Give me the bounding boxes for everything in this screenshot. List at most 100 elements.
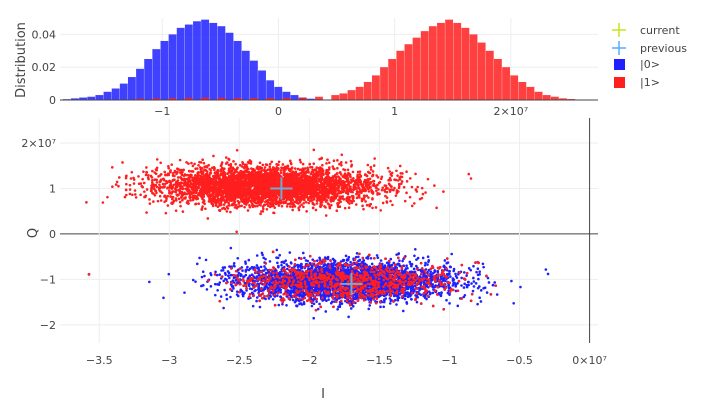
scatter-point-state0 — [462, 295, 466, 299]
histogram-bar-state0[interactable] — [233, 40, 242, 100]
scatter-point-state0 — [213, 282, 217, 286]
histogram-bar-state0[interactable] — [119, 83, 128, 100]
histogram-bar-state0[interactable] — [136, 68, 144, 100]
scatter-point-state0 — [512, 301, 515, 305]
scatter-point-state0 — [205, 288, 209, 291]
histogram-bar-state0[interactable] — [225, 32, 234, 101]
scatter-point-state0 — [337, 305, 340, 309]
histogram-bar-state1[interactable] — [502, 67, 510, 100]
histogram-bar-state0[interactable] — [79, 97, 88, 100]
scatter-point-state0 — [416, 256, 420, 260]
histogram-bar-state0[interactable] — [282, 91, 291, 100]
scatter-point-state0 — [495, 293, 499, 296]
scatter-point-state0 — [449, 275, 452, 278]
histogram-bar-state0[interactable] — [160, 40, 169, 100]
histogram-bar-state1[interactable] — [315, 96, 323, 100]
histogram-bar-state0[interactable] — [184, 24, 193, 101]
scatter-point-state0 — [431, 272, 435, 275]
histogram-bar-state1[interactable] — [388, 59, 397, 100]
histogram-bar-state1[interactable] — [420, 31, 429, 100]
histogram-bar-state0[interactable] — [217, 26, 226, 101]
histogram-bar-state1[interactable] — [136, 98, 144, 100]
histogram-bar-state1[interactable] — [168, 98, 177, 100]
histogram-bar-state1[interactable] — [282, 97, 291, 100]
scatter-point-state0 — [232, 264, 236, 267]
histogram-bar-state1[interactable] — [347, 90, 356, 100]
histogram-bar-state1[interactable] — [298, 97, 307, 100]
scatter-point-state0 — [295, 304, 298, 308]
scatter-point-state0 — [358, 258, 362, 262]
scatter-point-state0 — [366, 257, 370, 260]
histogram-bar-state0[interactable] — [176, 27, 185, 101]
scatter-point-state1 — [396, 174, 399, 177]
histogram-bar-state1[interactable] — [363, 81, 372, 100]
histogram-bar-state0[interactable] — [249, 60, 258, 100]
histogram-bar-state1[interactable] — [469, 34, 478, 100]
scatter-point-state0 — [224, 277, 227, 281]
histogram-bar-state0[interactable] — [168, 34, 177, 100]
scatter-point-state0 — [263, 285, 266, 289]
histogram-bar-state1[interactable] — [152, 98, 161, 100]
histogram-bar-state0[interactable] — [241, 50, 250, 100]
histogram-bar-state1[interactable] — [428, 26, 437, 101]
histogram-bar-state1[interactable] — [477, 42, 486, 100]
scatter-point-state0 — [223, 271, 227, 275]
histogram-bar-state1[interactable] — [559, 98, 567, 100]
histogram-bar-state1[interactable] — [380, 67, 388, 100]
scatter-point-state0 — [255, 254, 259, 257]
histogram-bar-state0[interactable] — [193, 21, 201, 101]
histogram-y-tick-label: 0.04 — [32, 28, 57, 41]
histogram-bar-state1[interactable] — [371, 75, 380, 100]
scatter-point-state0 — [228, 265, 231, 268]
histogram-bar-state1[interactable] — [518, 81, 527, 100]
histogram-bar-state1[interactable] — [201, 97, 210, 100]
histogram-bar-state1[interactable] — [184, 97, 193, 100]
histogram-bar-state0[interactable] — [274, 86, 283, 100]
histogram-bar-state1[interactable] — [485, 50, 494, 100]
histogram-bar-state1[interactable] — [266, 98, 275, 100]
histogram-bar-state0[interactable] — [127, 77, 136, 100]
histogram-bar-state1[interactable] — [461, 27, 470, 101]
histogram-bar-state0[interactable] — [266, 80, 275, 100]
histogram-bar-state1[interactable] — [510, 75, 519, 100]
histogram-bar-state0[interactable] — [87, 96, 96, 100]
histogram-bar-state1[interactable] — [331, 95, 340, 100]
histogram-bar-state1[interactable] — [396, 50, 405, 100]
scatter-point-state0 — [388, 302, 392, 305]
scatter-point-state0 — [198, 256, 201, 260]
histogram-bar-state0[interactable] — [258, 70, 266, 100]
scatter-point-state0 — [413, 254, 416, 258]
histogram-bar-state1[interactable] — [404, 44, 413, 100]
histogram-bar-state0[interactable] — [306, 98, 315, 100]
histogram-bar-state1[interactable] — [526, 86, 535, 100]
histogram-bar-state0[interactable] — [209, 22, 218, 101]
scatter-point-state0 — [481, 262, 485, 266]
histogram-bar-state1[interactable] — [437, 22, 445, 101]
histogram-bar-state1[interactable] — [453, 22, 462, 101]
histogram-bar-state1[interactable] — [233, 98, 242, 100]
histogram-bar-state1[interactable] — [249, 98, 258, 100]
scatter-point-state0 — [429, 292, 432, 295]
histogram-bar-state0[interactable] — [95, 95, 104, 100]
scatter-point-state1 — [314, 208, 318, 212]
scatter-point-state0 — [367, 298, 370, 301]
histogram-bar-state1[interactable] — [494, 59, 502, 100]
scatter-point-state0 — [396, 299, 400, 302]
histogram-bar-state0[interactable] — [201, 19, 210, 100]
histogram-bar-state0[interactable] — [111, 88, 120, 100]
histogram-bar-state0[interactable] — [71, 98, 79, 100]
histogram-bar-state1[interactable] — [445, 19, 454, 100]
histogram-bar-state1[interactable] — [550, 96, 559, 100]
histogram-bar-state0[interactable] — [144, 59, 153, 100]
histogram-bar-state1[interactable] — [217, 97, 226, 100]
scatter-point-state0 — [390, 298, 393, 302]
histogram-bar-state0[interactable] — [103, 91, 112, 100]
histogram-bar-state1[interactable] — [534, 91, 543, 100]
histogram-bar-state0[interactable] — [290, 95, 299, 100]
histogram-bar-state0[interactable] — [152, 49, 161, 100]
histogram-bar-state1[interactable] — [355, 86, 364, 100]
histogram-bar-state1[interactable] — [339, 93, 348, 100]
histogram-bar-state1[interactable] — [542, 95, 551, 100]
histogram-bar-state1[interactable] — [412, 37, 421, 100]
scatter-point-state0 — [479, 300, 483, 303]
